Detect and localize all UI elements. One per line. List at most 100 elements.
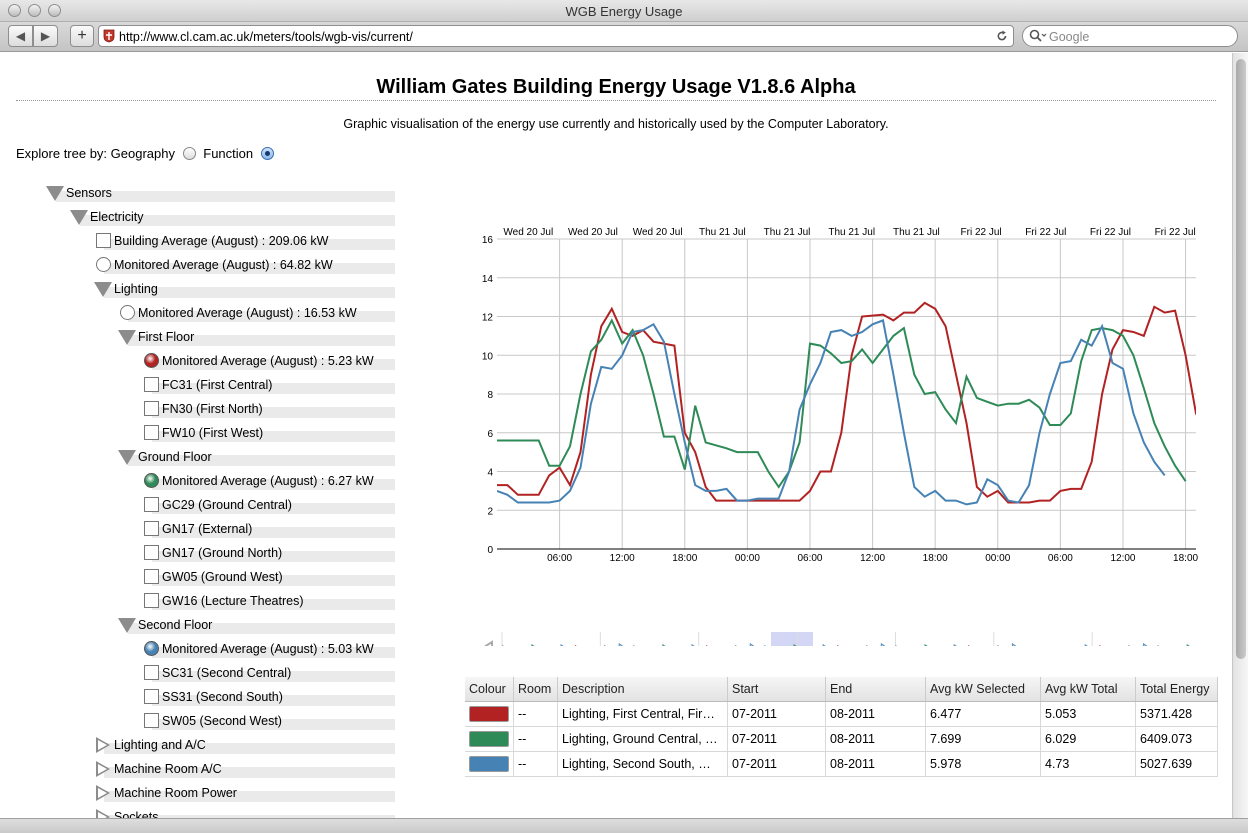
cell-start: 07-2011 bbox=[727, 701, 826, 727]
tree-node-label: SS31 (Second South) bbox=[162, 690, 283, 704]
overview-selection bbox=[771, 632, 813, 646]
top-date-label: Wed 20 Jul bbox=[568, 227, 618, 238]
vertical-scrollbar[interactable] bbox=[1232, 53, 1248, 818]
column-header[interactable]: Total Energy bbox=[1135, 677, 1218, 702]
tree-node-bar bbox=[128, 623, 395, 634]
average-toggle[interactable] bbox=[120, 305, 135, 320]
sensor-checkbox[interactable] bbox=[144, 689, 159, 704]
browser-toolbar: ◀ ▶ + http://www.cl.cam.ac.uk/meters/too… bbox=[0, 22, 1248, 52]
forward-arrow-icon: ▶ bbox=[40, 29, 51, 43]
y-tick-label: 6 bbox=[487, 429, 493, 440]
address-bar[interactable]: http://www.cl.cam.ac.uk/meters/tools/wgb… bbox=[98, 25, 1014, 47]
y-tick-label: 12 bbox=[482, 313, 494, 324]
collapse-triangle-icon[interactable] bbox=[118, 618, 136, 633]
colour-swatch[interactable] bbox=[469, 755, 509, 772]
sensor-checkbox[interactable] bbox=[144, 401, 159, 416]
cell-total-energy: 6409.073 bbox=[1135, 726, 1218, 752]
column-header[interactable]: Avg kW Selected bbox=[925, 677, 1041, 702]
tree-node-bar bbox=[104, 239, 395, 250]
table-row[interactable]: -- Lighting, First Central, Fir… 07-2011 08… bbox=[465, 701, 1218, 727]
scrollbar-thumb[interactable] bbox=[1236, 59, 1246, 659]
expand-triangle-icon[interactable] bbox=[96, 785, 110, 801]
column-header[interactable]: Avg kW Total bbox=[1040, 677, 1136, 702]
x-tick-label: 00:00 bbox=[985, 553, 1010, 564]
series-line bbox=[497, 301, 1196, 504]
sensor-checkbox[interactable] bbox=[144, 665, 159, 680]
colour-swatch[interactable] bbox=[469, 705, 509, 722]
search-placeholder: Google bbox=[1049, 30, 1090, 44]
sensor-checkbox[interactable] bbox=[144, 713, 159, 728]
tree-node-label: FW10 (First West) bbox=[162, 426, 264, 440]
search-input[interactable]: Google bbox=[1022, 25, 1238, 47]
collapse-triangle-icon[interactable] bbox=[94, 282, 112, 297]
cell-room: -- bbox=[513, 751, 558, 777]
sensor-checkbox[interactable] bbox=[96, 233, 111, 248]
collapse-triangle-icon[interactable] bbox=[118, 330, 136, 345]
column-header[interactable]: Start bbox=[727, 677, 826, 702]
colour-swatch[interactable] bbox=[469, 730, 509, 747]
cell-end: 08-2011 bbox=[825, 726, 926, 752]
column-header[interactable]: Room bbox=[513, 677, 558, 702]
tree-node-bar bbox=[152, 407, 395, 418]
average-toggle[interactable] bbox=[144, 473, 159, 488]
sensor-checkbox[interactable] bbox=[144, 569, 159, 584]
colour-cell bbox=[465, 751, 514, 777]
y-tick-label: 16 bbox=[482, 235, 494, 246]
average-toggle[interactable] bbox=[96, 257, 111, 272]
table-row[interactable]: -- Lighting, Ground Central, … 07-2011 08-2… bbox=[465, 726, 1218, 752]
tree-node-label: Electricity bbox=[90, 210, 144, 224]
average-toggle[interactable] bbox=[144, 353, 159, 368]
minimize-window-button[interactable] bbox=[28, 4, 41, 17]
tree-node-bar bbox=[104, 815, 395, 818]
sensor-checkbox[interactable] bbox=[144, 545, 159, 560]
cell-avg-total: 6.029 bbox=[1040, 726, 1136, 752]
back-button[interactable]: ◀ bbox=[8, 25, 33, 47]
cell-avg-selected: 7.699 bbox=[925, 726, 1041, 752]
sensor-checkbox[interactable] bbox=[144, 497, 159, 512]
average-toggle[interactable] bbox=[144, 641, 159, 656]
sensor-checkbox[interactable] bbox=[144, 425, 159, 440]
column-header[interactable]: Colour bbox=[465, 677, 514, 702]
function-option-label: Function bbox=[203, 146, 254, 161]
geography-radio[interactable] bbox=[182, 147, 196, 160]
table-header-row: Colour Room Description Start End Avg kW Sele… bbox=[465, 677, 1218, 702]
x-tick-label: 12:00 bbox=[860, 553, 885, 564]
forward-button[interactable]: ▶ bbox=[33, 25, 58, 47]
tree-node-label: Monitored Average (August) : 5.03 kW bbox=[162, 642, 374, 656]
expand-triangle-icon[interactable] bbox=[96, 809, 110, 818]
expand-triangle-icon[interactable] bbox=[96, 737, 110, 753]
explore-tree-options: Explore tree by: Geography Function bbox=[16, 146, 278, 161]
function-radio[interactable] bbox=[260, 147, 274, 160]
tree-node-bar bbox=[104, 767, 395, 778]
y-tick-label: 14 bbox=[482, 274, 494, 285]
tree-node-label: Monitored Average (August) : 5.23 kW bbox=[162, 354, 374, 368]
collapse-triangle-icon[interactable] bbox=[70, 210, 88, 225]
x-tick-label: 18:00 bbox=[923, 553, 948, 564]
cell-end: 08-2011 bbox=[825, 751, 926, 777]
url-text: http://www.cl.cam.ac.uk/meters/tools/wgb… bbox=[119, 30, 413, 44]
column-header[interactable]: End bbox=[825, 677, 926, 702]
expand-triangle-icon[interactable] bbox=[96, 761, 110, 777]
tree-node-label: GW05 (Ground West) bbox=[162, 570, 283, 584]
collapse-triangle-icon[interactable] bbox=[46, 186, 64, 201]
add-bookmark-button[interactable]: + bbox=[70, 25, 94, 47]
column-header[interactable]: Description bbox=[557, 677, 728, 702]
collapse-triangle-icon[interactable] bbox=[118, 450, 136, 465]
zoom-window-button[interactable] bbox=[48, 4, 61, 17]
sensor-checkbox[interactable] bbox=[144, 521, 159, 536]
cell-start: 07-2011 bbox=[727, 751, 826, 777]
y-tick-label: 4 bbox=[487, 468, 493, 479]
table-row[interactable]: -- Lighting, Second South, … 07-2011 08-201… bbox=[465, 751, 1218, 777]
reload-icon[interactable] bbox=[996, 30, 1008, 42]
tree-node-bar bbox=[152, 479, 395, 490]
sensor-checkbox[interactable] bbox=[144, 593, 159, 608]
status-bar bbox=[0, 818, 1248, 833]
close-window-button[interactable] bbox=[8, 4, 21, 17]
top-date-label: Fri 22 Jul bbox=[961, 227, 1002, 238]
scroll-left-arrow-icon[interactable] bbox=[470, 640, 493, 646]
sensor-checkbox[interactable] bbox=[144, 377, 159, 392]
title-divider bbox=[16, 100, 1216, 101]
tree-node-label: SC31 (Second Central) bbox=[162, 666, 292, 680]
overview-series-line bbox=[502, 642, 1160, 646]
tree-node-label: First Floor bbox=[138, 330, 195, 344]
